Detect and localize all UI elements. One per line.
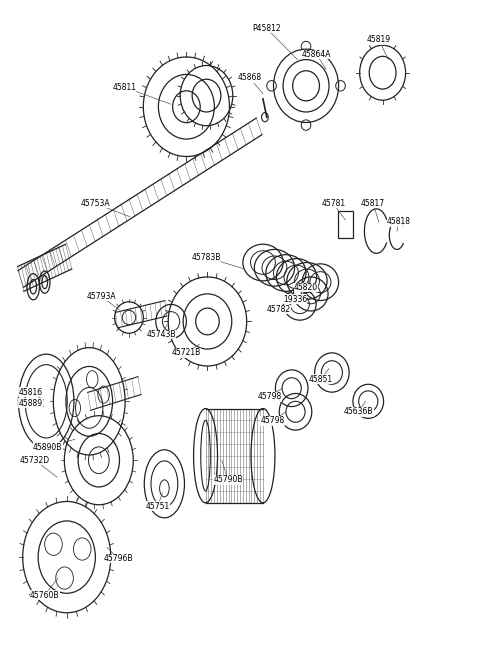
Bar [337,211,353,237]
Text: 45817: 45817 [361,199,385,208]
Text: 45782: 45782 [266,305,290,314]
Text: 45781: 45781 [321,199,346,208]
Text: 45864A: 45864A [302,50,331,59]
Text: 45753A: 45753A [81,199,110,208]
Text: 45636B: 45636B [344,407,373,417]
Text: 45798: 45798 [258,392,282,401]
Text: 45811: 45811 [112,83,136,92]
Text: 45760B: 45760B [30,590,60,600]
Text: 45732D: 45732D [20,456,50,464]
Text: 45796B: 45796B [103,554,132,563]
Text: 45868: 45868 [238,73,262,83]
Text: 45721B: 45721B [172,348,201,358]
Text: 45890B: 45890B [33,443,62,451]
Text: 45790B: 45790B [213,476,243,484]
Text: 45798: 45798 [261,417,285,426]
Text: 45793A: 45793A [86,292,116,301]
Text: 45851: 45851 [308,375,333,384]
Text: 45743B: 45743B [146,330,176,339]
Text: 45818: 45818 [387,217,411,226]
Text: 45751: 45751 [145,502,170,510]
Text: P45812: P45812 [252,24,281,33]
Text: 19336: 19336 [283,295,307,304]
Text: 45820: 45820 [294,283,318,292]
Text: 45783B: 45783B [192,253,221,262]
Text: 45819: 45819 [367,35,391,45]
Text: 45889: 45889 [18,399,42,408]
Text: 45816: 45816 [18,388,42,397]
